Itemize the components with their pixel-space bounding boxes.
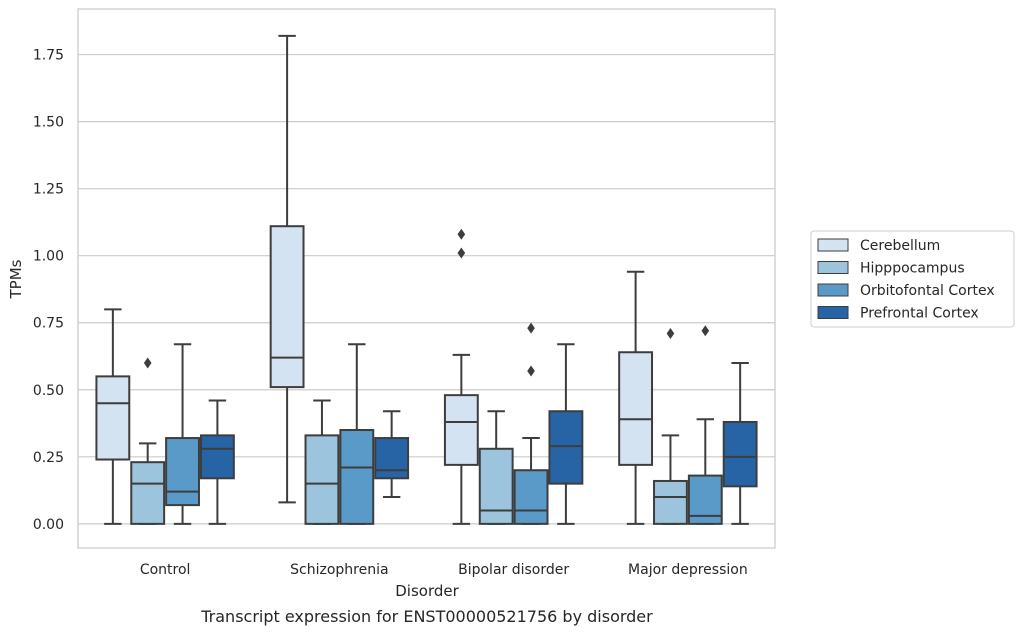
- box: [374, 437, 410, 480]
- box-group: [687, 325, 723, 525]
- x-tick-label: Bipolar disorder: [458, 562, 569, 578]
- x-axis-label: Disorder: [395, 582, 459, 600]
- box-group: [478, 410, 514, 525]
- box-group: [269, 34, 305, 504]
- box: [618, 351, 654, 466]
- outlier-point: [527, 322, 535, 334]
- box: [653, 479, 688, 525]
- outlier-point: [143, 357, 152, 369]
- y-tick-label: 0.75: [33, 316, 64, 332]
- outlier-point: [666, 327, 675, 339]
- legend: Cerebellum Hipppocampus Orbitofontal Corte…: [810, 230, 1015, 328]
- y-tick-label: 0.50: [33, 383, 64, 399]
- x-tick-label: Control: [140, 562, 191, 578]
- box-group: [618, 270, 654, 525]
- box-group: [95, 308, 131, 525]
- y-tick-label: 0.25: [33, 450, 64, 466]
- box-group: [339, 343, 375, 525]
- x-tick-label: Schizophrenia: [290, 562, 388, 578]
- plot-frame: [77, 8, 776, 549]
- box: [722, 420, 758, 488]
- y-tick-label: 1.25: [33, 182, 64, 198]
- legend-swatch: [817, 261, 849, 274]
- outlier-point: [527, 365, 535, 377]
- box-group: [722, 361, 758, 525]
- legend-label: Orbitofontal Cortex: [860, 283, 995, 299]
- legend-label: Cerebellum: [860, 238, 940, 254]
- box-group: [548, 343, 584, 525]
- box-group: [165, 343, 200, 525]
- y-axis-label: TPMs: [7, 259, 25, 299]
- y-tick-labels: 0.00 0.25 0.50 0.75 1.00 1.25 1.50 1.75: [33, 48, 64, 533]
- legend-swatch: [817, 238, 849, 252]
- box: [513, 469, 549, 525]
- y-tick-label: 0.00: [33, 517, 64, 533]
- box: [339, 429, 375, 525]
- box-group: [304, 399, 340, 525]
- outlier-point: [457, 228, 466, 240]
- box-group: [199, 399, 235, 525]
- legend-label: Prefrontal Cortex: [860, 306, 979, 322]
- box-group: [130, 357, 166, 525]
- chart-caption: Transcript expression for ENST0000052175…: [200, 607, 653, 626]
- boxes: [95, 34, 758, 525]
- legend-frame: [810, 230, 1015, 328]
- box: [269, 225, 305, 389]
- box: [304, 434, 340, 525]
- y-tick-label: 1.50: [33, 115, 64, 131]
- legend-label: Hipppocampus: [860, 261, 965, 277]
- outlier-point: [457, 247, 466, 259]
- box: [165, 437, 200, 507]
- legend-swatch: [817, 306, 849, 319]
- y-tick-label: 1.00: [33, 249, 64, 265]
- box-group: [653, 327, 688, 525]
- x-tick-labels: Control Schizophrenia Bipolar disorder Majo…: [140, 562, 748, 578]
- x-tick-label: Major depression: [628, 562, 748, 578]
- box: [548, 410, 584, 485]
- y-tick-label: 1.75: [33, 48, 64, 64]
- box: [199, 434, 235, 480]
- box-group: [443, 228, 479, 525]
- box-group: [374, 410, 410, 499]
- outlier-point: [701, 325, 710, 337]
- legend-swatch: [817, 283, 849, 297]
- box-group: [513, 322, 549, 525]
- box: [95, 375, 131, 461]
- box: [130, 461, 166, 525]
- box: [443, 394, 479, 466]
- box: [478, 447, 514, 525]
